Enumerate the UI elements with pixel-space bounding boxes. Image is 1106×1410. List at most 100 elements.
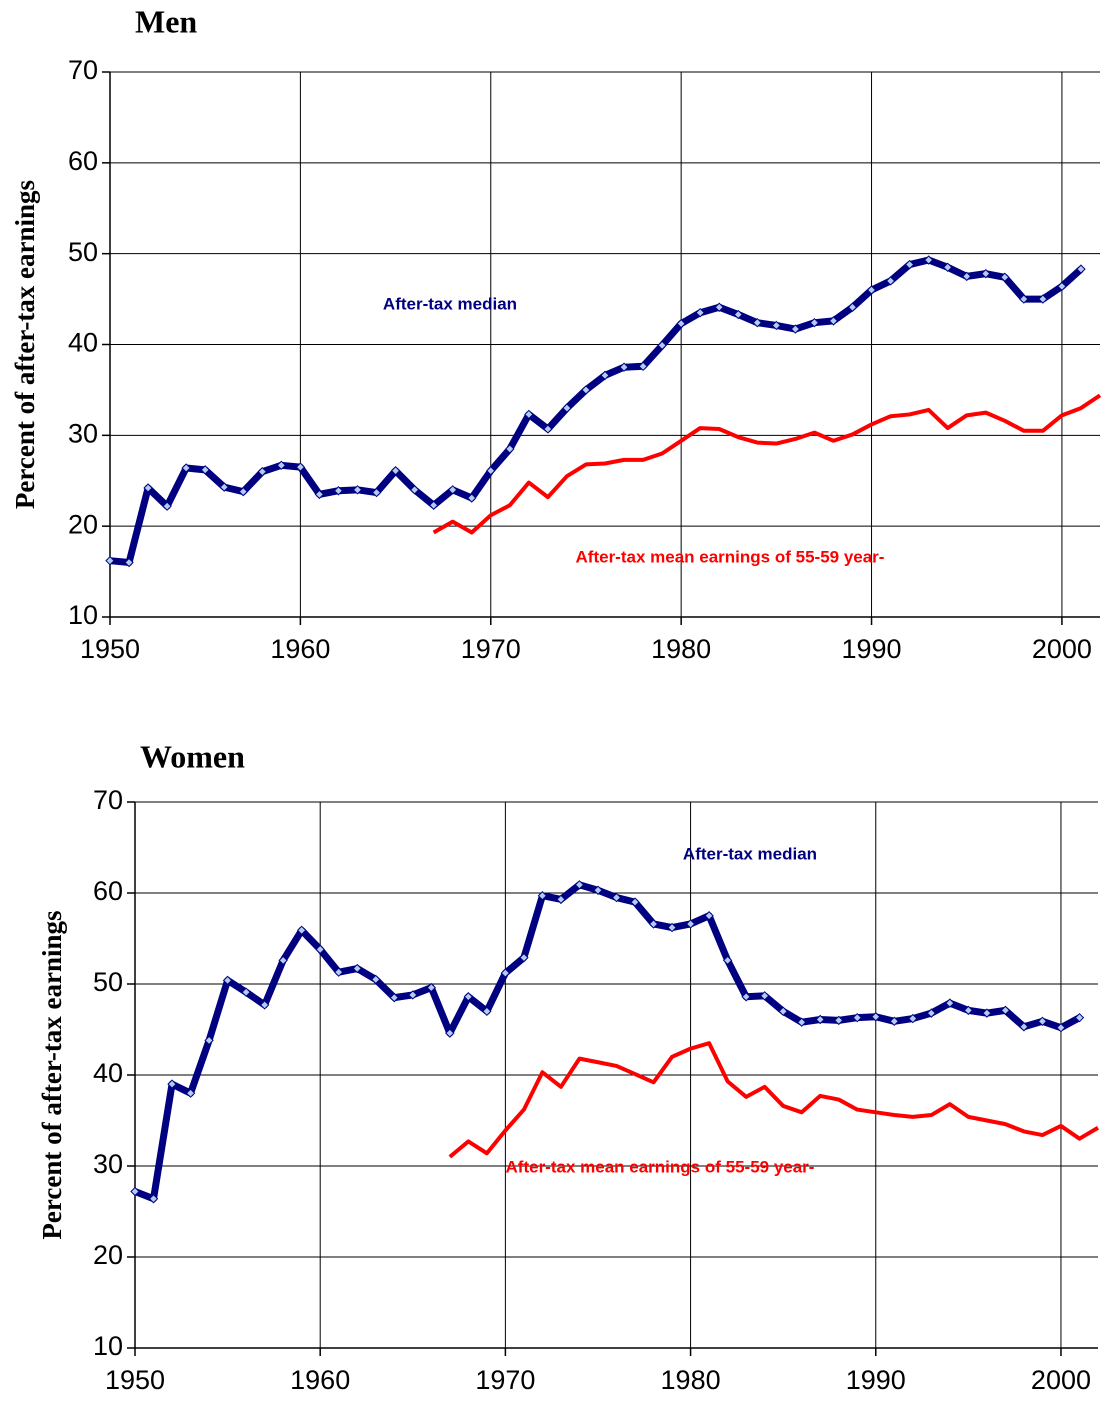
marker [704,911,714,921]
marker [428,500,439,510]
x-tick-label: 1970 [461,634,521,664]
marker [923,255,934,265]
marker [685,919,696,929]
marker [885,276,896,286]
chart-title: Men [135,3,197,39]
marker [276,460,287,471]
marker [834,1015,844,1026]
y-tick-label: 20 [93,1240,123,1270]
marker [238,486,248,497]
marker [908,1013,918,1024]
marker [556,894,566,905]
marker [852,1012,862,1023]
x-tick-label: 1980 [651,634,711,664]
y-tick-label: 40 [68,328,98,358]
marker [657,340,667,351]
marker [648,919,659,929]
marker [815,1014,825,1025]
marker [447,485,458,495]
series-line [432,393,1102,535]
x-tick-label: 1960 [270,634,330,664]
marker [333,486,344,496]
marker [1019,294,1029,304]
marker [714,302,724,312]
x-tick-label: 1990 [841,634,901,664]
marker [181,463,191,473]
marker [562,403,572,413]
marker [296,925,307,936]
marker [581,385,591,395]
marker [600,370,610,381]
marker [295,462,306,472]
marker [259,1000,270,1010]
marker [619,362,629,372]
y-tick-label: 60 [68,146,98,176]
marker [962,271,972,282]
y-tick-label: 10 [68,600,98,630]
marker [200,465,210,475]
y-tick-label: 50 [68,237,98,267]
marker [847,302,858,312]
series-label: After-tax mean earnings of 55-59 year- [506,1157,815,1176]
marker [741,992,751,1002]
marker [771,320,782,331]
marker [352,963,362,974]
marker [982,1008,992,1018]
marker [630,897,640,907]
marker [124,557,134,568]
y-tick-label: 10 [93,1331,123,1361]
marker [505,444,515,454]
series-line [109,256,1084,566]
marker [537,891,548,901]
x-tick-label: 1980 [661,1365,721,1395]
marker [148,1194,159,1204]
marker [486,466,496,476]
marker [926,1008,937,1018]
marker [257,466,268,477]
marker [942,262,953,272]
marker [667,922,677,933]
marker [130,1186,140,1197]
marker [222,975,233,986]
marker [482,1006,492,1017]
marker [796,1017,807,1027]
marker [676,318,686,329]
marker [695,308,705,318]
marker [1074,1012,1085,1023]
marker [314,489,325,500]
marker [1000,1005,1011,1016]
marker [105,555,115,566]
series-line [133,881,1082,1203]
y-tick-label: 70 [68,55,98,85]
marker [500,968,511,978]
marker [1019,1022,1029,1032]
series-label: After-tax median [383,294,517,313]
marker [981,268,991,279]
marker [904,259,915,270]
y-tick-label: 70 [93,785,123,815]
x-tick-label: 1990 [846,1365,906,1395]
y-tick-label: 30 [93,1149,123,1179]
y-tick-label: 40 [93,1058,123,1088]
marker [1076,264,1086,274]
marker [524,409,534,420]
marker [1038,294,1048,304]
marker [204,1035,214,1046]
marker [963,1005,974,1016]
marker [611,892,622,903]
marker [390,466,401,476]
x-tick-label: 1970 [475,1365,535,1395]
x-tick-label: 1950 [80,634,140,664]
marker [409,485,420,495]
x-tick-label: 1960 [290,1365,350,1395]
marker [574,880,585,890]
series-label: After-tax mean earnings of 55-59 year- [576,547,885,566]
marker [185,1088,196,1098]
y-axis-label: Percent of after-tax earnings [37,910,67,1239]
marker [334,967,344,977]
marker [1037,1016,1048,1027]
marker [733,309,743,320]
series-label: After-tax median [683,844,817,863]
marker [889,1016,899,1027]
marker [722,955,733,966]
